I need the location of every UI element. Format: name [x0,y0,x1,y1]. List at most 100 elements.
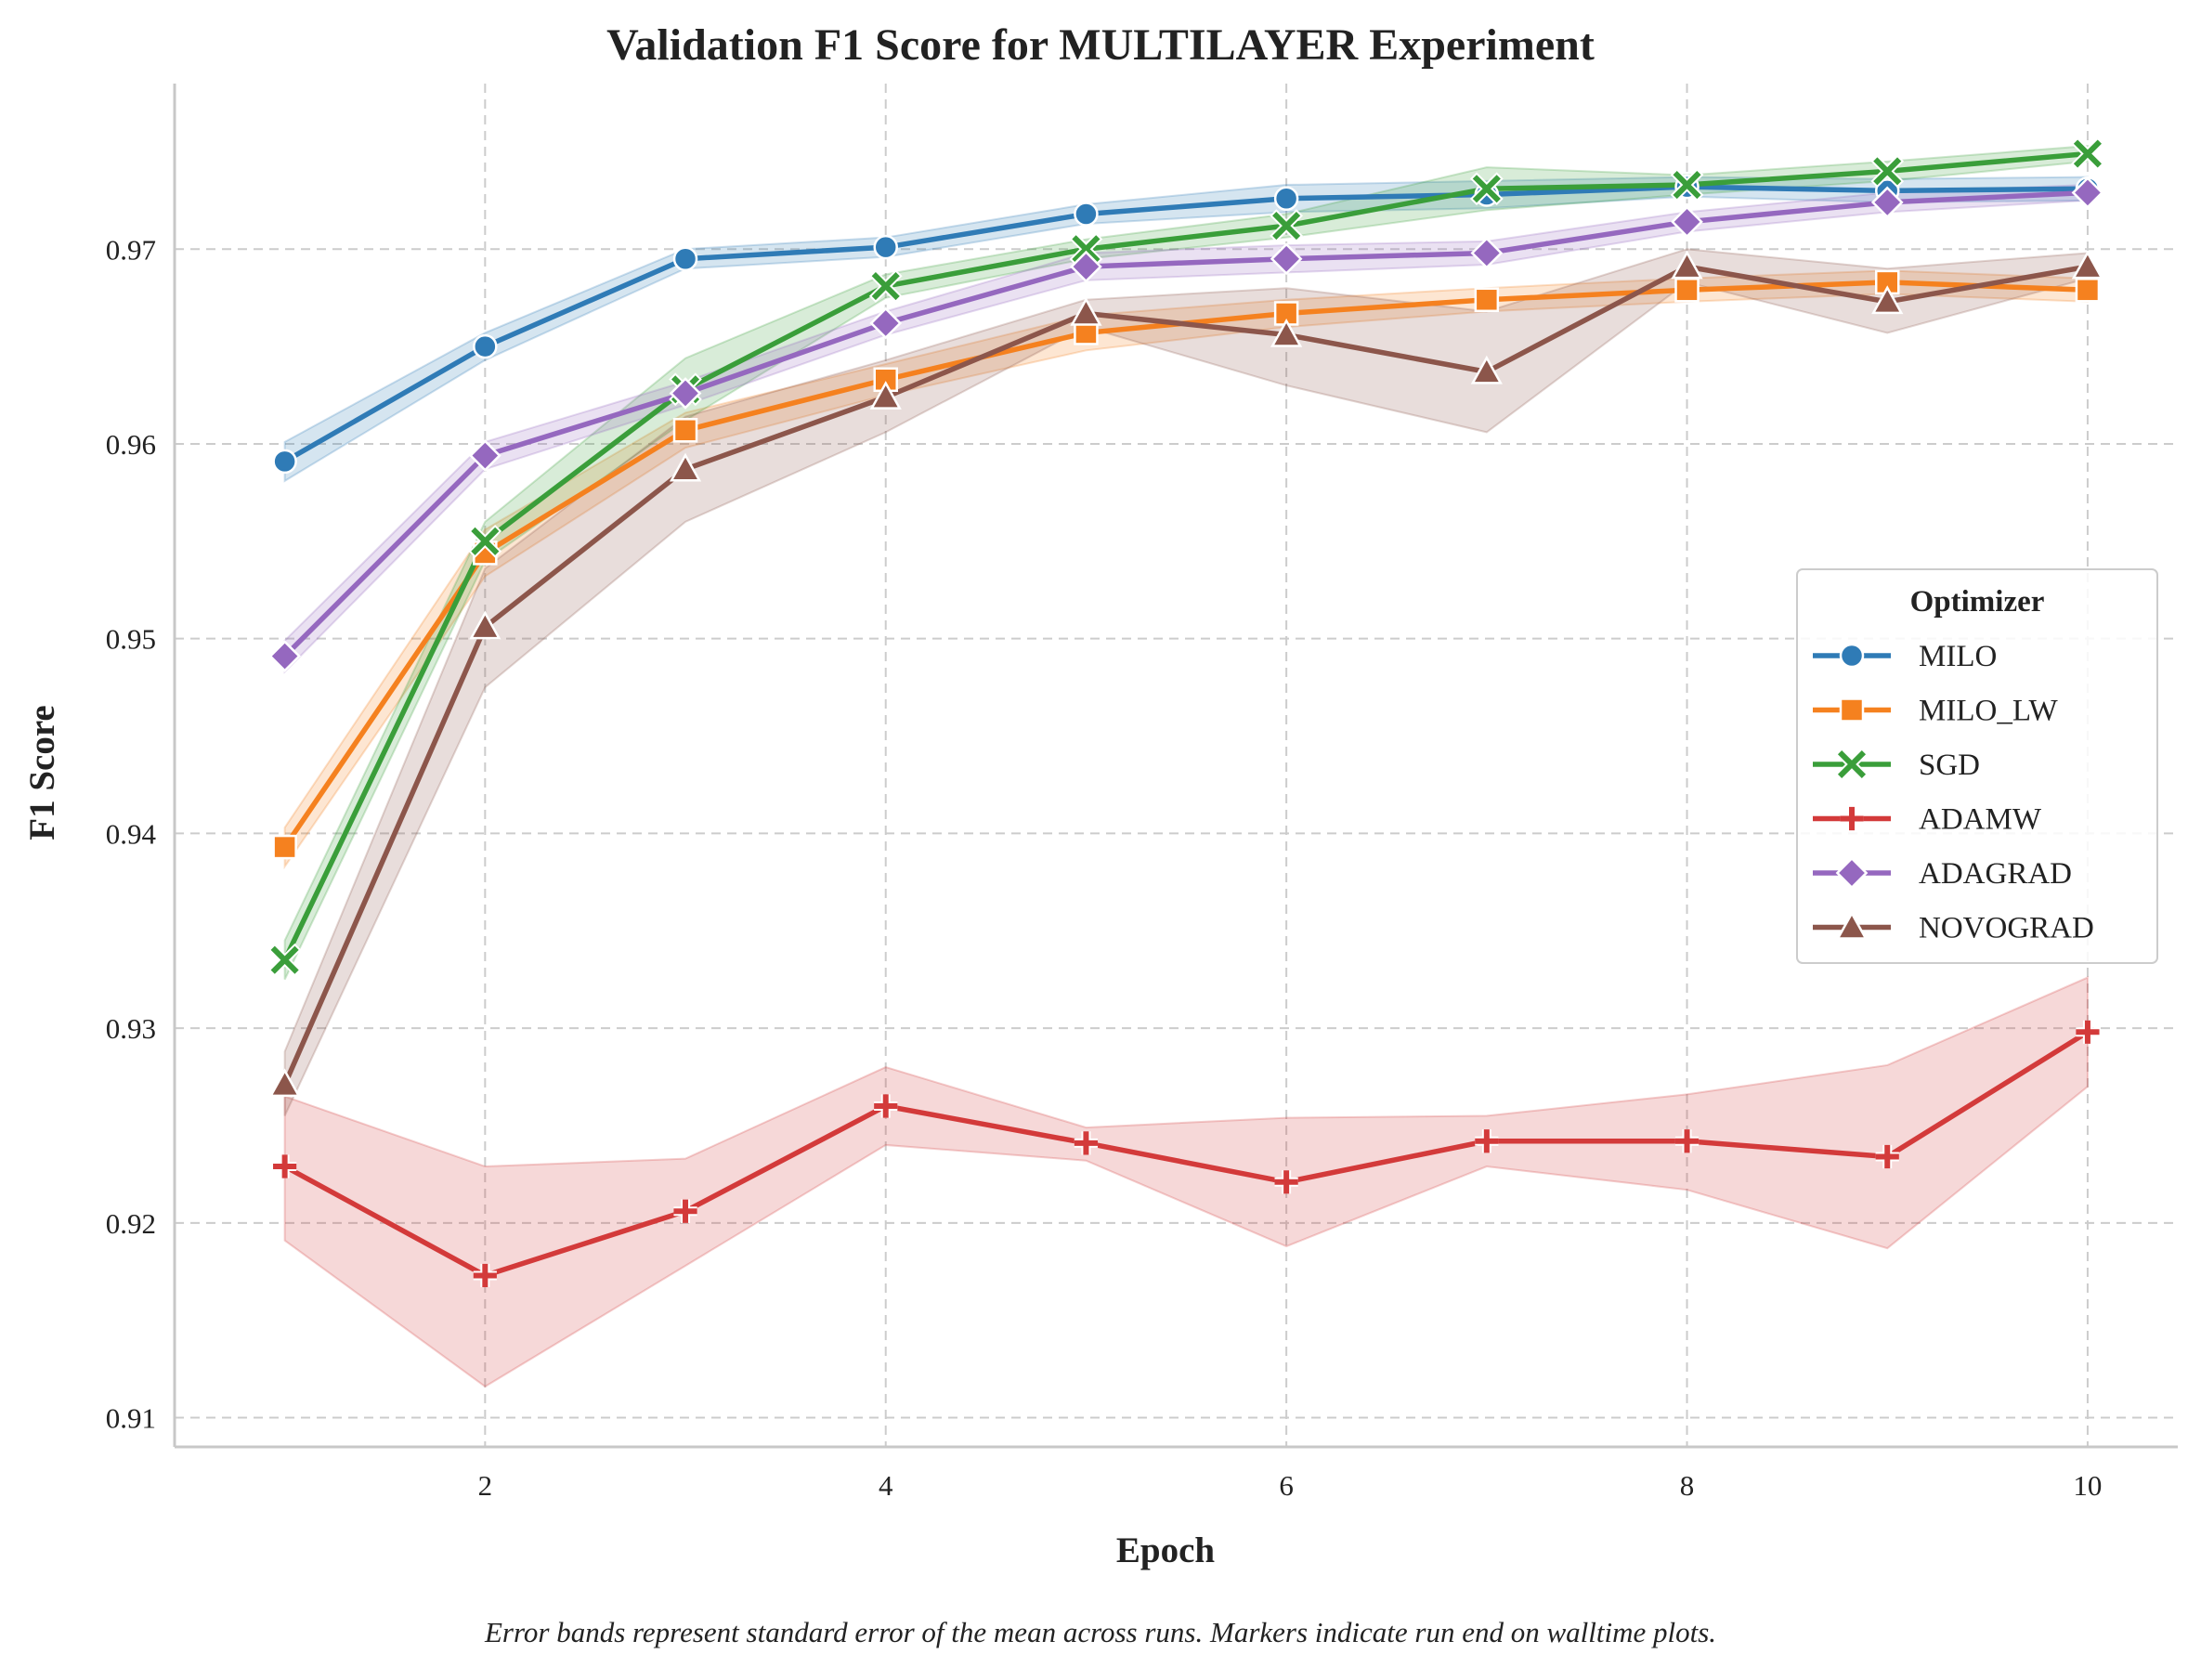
legend-label-novograd: NOVOGRAD [1919,912,2094,945]
data-point-milo [1074,202,1099,227]
legend-entry-novograd: NOVOGRAD [1813,910,2094,945]
legend-label-adamw: ADAMW [1919,803,2042,837]
legend-marker-adamw-stroke [1840,806,1864,831]
legend-entry-sgd: SGD [1813,748,1980,782]
data-point-adagrad [1270,242,1303,276]
legend-title: Optimizer [1910,585,2045,619]
legend-box [1796,568,2158,964]
series-lines [281,150,2090,1279]
series-line-milo [281,184,2090,464]
data-point-milo-lw [1674,278,1700,303]
data-point-milo [473,333,498,359]
data-point-milo [873,234,898,260]
data-point-novograd [469,610,501,640]
data-point-adagrad [2071,176,2104,209]
chart-title: Validation F1 Score for MULTILAYER Exper… [606,20,1595,70]
legend-marker-adagrad [1835,856,1869,890]
data-point-adagrad [869,306,903,340]
y-tick-label: 0.95 [106,623,156,656]
legend-marker-milo [1839,643,1865,669]
legend-entry-milo: MILO [1813,640,1997,673]
data-point-adamw-stroke [2076,1020,2100,1044]
series-line-adamw [281,1029,2090,1279]
data-point-milo-lw [272,834,297,860]
data-point-sgd-stroke [1873,157,1902,186]
data-point-sgd-stroke [871,272,900,301]
data-point-adamw-stroke [1674,1129,1700,1153]
data-point-adamw-stroke [273,1154,297,1179]
y-tick-label: 0.97 [106,233,156,266]
data-point-adamw-stroke [1875,1144,1899,1169]
data-point-sgd-stroke [1673,171,1701,200]
y-axis-label: F1 Score [22,705,62,840]
data-point-adagrad [1070,250,1102,283]
data-point-adamw-stroke [1274,1170,1298,1194]
data-point-sgd [1069,232,1103,267]
error-band-adamw [283,976,2089,1388]
data-point-adamw [273,1154,297,1179]
data-point-sgd [1469,172,1504,206]
legend-label-milo-lw: MILO_LW [1919,695,2059,728]
axes: 0.91 0.92 0.93 0.94 0.95 0.96 0.97 2 4 6 8 10 [106,84,2178,1502]
data-point-adagrad [1870,186,1904,219]
data-point-sgd-stroke [1072,235,1100,264]
data-point-adamw-stroke [473,1263,497,1288]
error-band-sgd [283,145,2089,981]
data-point-adamw [1074,1131,1099,1155]
legend-label-milo: MILO [1919,640,1997,673]
y-tick-label: 0.93 [106,1012,156,1045]
data-point-sgd [868,269,903,303]
series-markers [267,137,2104,1288]
data-point-novograd [268,1068,301,1098]
x-tick-label: 10 [2073,1469,2102,1502]
data-point-novograd [869,381,902,410]
legend-label-adagrad: ADAGRAD [1919,857,2072,891]
data-point-milo-lw [672,418,698,443]
y-tick-label: 0.94 [106,817,157,850]
data-point-adagrad [468,439,501,472]
data-point-sgd-stroke [2073,139,2102,168]
data-point-adagrad [1671,205,1703,239]
y-tick-label: 0.91 [106,1402,156,1435]
legend-label-sgd: SGD [1919,749,1980,782]
legend-marker-sgd-stroke [1837,749,1867,779]
data-point-adamw [874,1094,898,1118]
data-point-adamw [1475,1129,1499,1153]
y-tick-label: 0.92 [106,1207,156,1240]
data-point-adagrad [669,377,702,410]
data-point-sgd [2071,137,2104,171]
x-tick-label: 2 [478,1469,493,1502]
data-point-adamw [1274,1170,1298,1194]
series-line-sgd [281,150,2090,963]
data-point-milo [672,246,698,271]
y-tick-label: 0.96 [106,428,156,461]
data-point-novograd [1070,296,1102,326]
data-point-sgd-stroke [1472,175,1501,203]
series-line-adagrad [281,189,2090,659]
data-point-adagrad [1470,237,1504,269]
x-axis-label: Epoch [1116,1530,1216,1570]
x-tick-label: 6 [1279,1469,1294,1502]
data-point-novograd [1470,355,1503,384]
data-point-milo-lw [2075,278,2101,303]
data-point-sgd-stroke [471,527,500,555]
chart-caption: Error bands represent standard error of … [484,1616,1717,1648]
data-point-adamw-stroke [673,1199,697,1223]
series-line-novograd [281,264,2090,1087]
data-point-novograd [669,452,702,482]
data-point-milo [272,449,297,475]
legend-marker-milo-lw [1839,697,1865,723]
data-point-adamw-stroke [1074,1131,1099,1155]
legend-entry-adamw: ADAMW [1813,803,2042,837]
legend-items: MILO MILO_LW SGD ADAMW ADAGRAD NOVOGRAD [1813,640,2094,945]
data-point-adamw-stroke [874,1094,898,1118]
data-point-sgd [468,524,502,558]
data-point-sgd-stroke [1272,212,1301,241]
data-point-milo-lw [1474,287,1500,313]
legend-entry-adagrad: ADAGRAD [1813,856,2072,891]
data-point-adamw [1674,1129,1700,1153]
legend-marker-adamw [1840,806,1864,831]
data-point-milo [1273,186,1299,211]
